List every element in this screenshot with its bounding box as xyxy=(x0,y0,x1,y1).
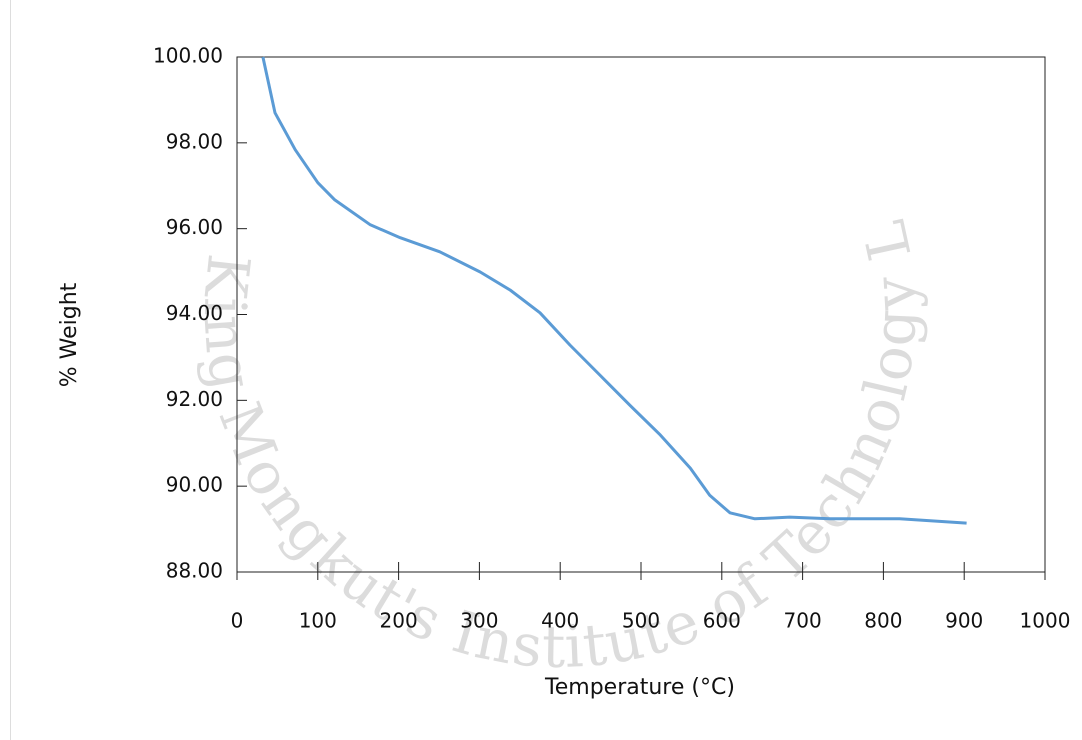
x-tick-label: 1000 xyxy=(1020,609,1071,633)
y-tick-label: 98.00 xyxy=(166,129,223,153)
x-tick-label: 200 xyxy=(380,609,418,633)
y-tick-label: 90.00 xyxy=(166,473,223,497)
watermark: King Mongkut's Institute of Technology L… xyxy=(0,0,929,681)
x-tick-label: 0 xyxy=(231,609,244,633)
x-axis-label: Temperature (°C) xyxy=(544,675,735,700)
x-tick-label: 300 xyxy=(460,609,498,633)
x-tick-label: 100 xyxy=(299,609,337,633)
y-tick-label: 94.00 xyxy=(166,301,223,325)
y-axis-label: % Weight xyxy=(57,282,82,387)
y-tick-label: 100.00 xyxy=(153,44,223,68)
x-tick-label: 700 xyxy=(784,609,822,633)
y-tick-label: 96.00 xyxy=(166,215,223,239)
watermark-text: King Mongkut's Institute of Technology L… xyxy=(0,0,929,681)
x-tick-label: 500 xyxy=(622,609,660,633)
x-tick-label: 400 xyxy=(541,609,579,633)
y-tick-label: 92.00 xyxy=(166,387,223,411)
chart: King Mongkut's Institute of Technology L… xyxy=(0,0,1082,740)
x-tick-label: 800 xyxy=(864,609,902,633)
x-tick-label: 600 xyxy=(703,609,741,633)
x-tick-label: 900 xyxy=(945,609,983,633)
page: King Mongkut's Institute of Technology L… xyxy=(0,0,1082,740)
y-tick-label: 88.00 xyxy=(166,559,223,583)
